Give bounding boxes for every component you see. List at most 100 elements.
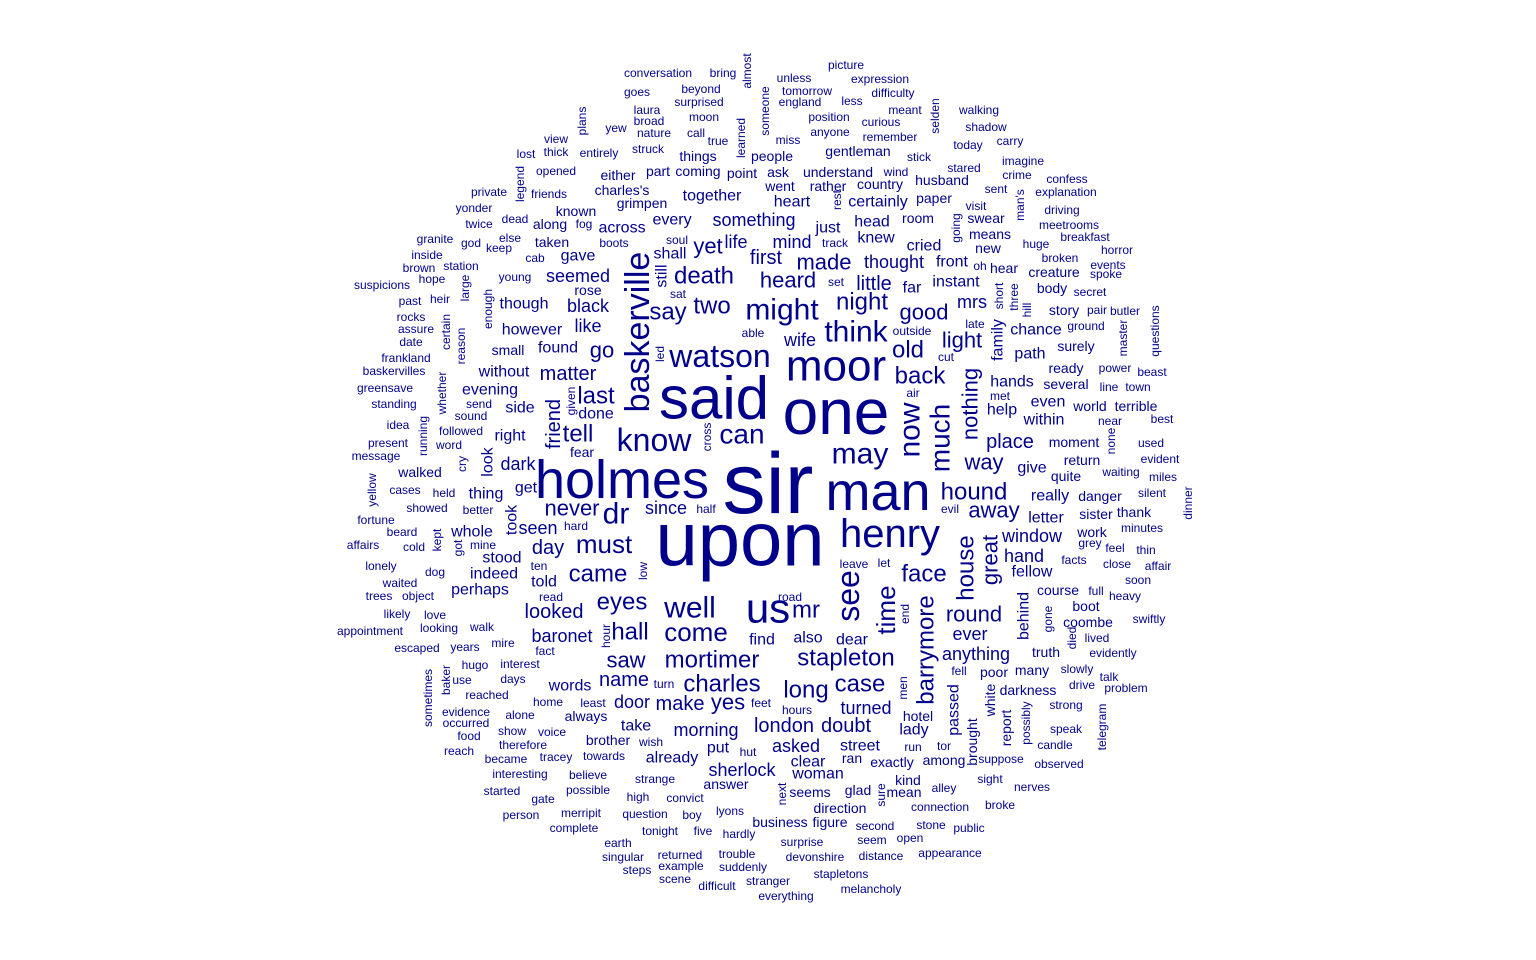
cloud-word: food [457,729,480,743]
cloud-word: course [1037,582,1079,598]
cloud-word: dr [603,498,630,531]
cloud-word: baronet [531,626,592,646]
cloud-word: sight [977,772,1003,786]
cloud-word: strong [1049,698,1082,712]
cloud-word: can [719,419,764,450]
cloud-word: still [654,264,671,287]
cloud-word: woman [791,766,844,783]
cloud-word: indeed [470,566,518,583]
cloud-word: point [727,165,757,181]
cloud-word: made [796,250,851,275]
cloud-word: miss [776,133,801,147]
cloud-word: run [904,740,921,754]
cloud-word: escaped [394,641,439,655]
cloud-word: occurred [443,716,490,730]
cloud-word: asked [772,736,820,756]
cloud-word: lyons [716,804,744,818]
cloud-word: confess [1046,172,1087,186]
cloud-word: always [565,708,608,724]
cloud-word: also [793,630,822,647]
cloud-word: given [564,387,578,416]
cloud-word: just [815,220,841,237]
cloud-word: heart [774,194,811,211]
cloud-word: started [484,784,521,798]
cloud-word: led [653,346,667,362]
cloud-word: poor [980,664,1008,680]
cloud-word: remember [863,130,918,144]
cloud-word: seem [857,833,886,847]
cloud-word: looked [525,601,584,623]
cloud-word: terrible [1115,398,1158,414]
cloud-word: life [724,232,747,252]
cloud-word: moon [689,110,719,124]
cloud-word: story [1049,302,1079,318]
cloud-word: broad [634,114,665,128]
cloud-word: lost [517,147,536,161]
cloud-word: dog [425,565,445,579]
cloud-word: tonight [642,824,679,838]
cloud-word: street [840,738,881,755]
cloud-word: waited [382,576,418,590]
cloud-word: right [494,428,526,445]
cloud-word: well [663,592,716,625]
cloud-word: beard [387,525,418,539]
cloud-word: charles's [595,182,650,198]
cloud-word: convict [666,791,704,805]
cloud-word: let [878,556,891,570]
cloud-word: view [544,132,568,146]
cloud-word: death [674,263,734,290]
cloud-word: fog [576,217,593,231]
cloud-word: high [627,790,650,804]
cloud-word: showed [406,501,447,515]
cloud-word: tell [563,421,594,448]
cloud-word: today [953,138,982,152]
cloud-word: person [503,808,540,822]
cloud-word: town [1125,380,1150,394]
cloud-word: alone [505,708,535,722]
cloud-word: running [416,416,430,456]
cloud-word: beast [1137,365,1167,379]
cloud-word: silent [1138,486,1167,500]
cloud-word: grey [1078,536,1101,550]
cloud-word: report [998,710,1014,747]
cloud-word: least [580,696,606,710]
cloud-word: idea [387,418,410,432]
cloud-word: short [992,282,1006,309]
cloud-word: perhaps [451,582,509,599]
cloud-word: plans [575,107,589,136]
cloud-word: opened [536,164,576,178]
cloud-word: surely [1057,338,1094,354]
cloud-word: hardly [723,827,756,841]
cloud-word: sat [670,287,687,301]
cloud-word: eyes [597,589,648,616]
cloud-word: words [548,678,592,695]
cloud-word: oh [973,259,986,273]
cloud-word: miles [1149,470,1177,484]
cloud-word: looking [420,621,458,635]
cloud-word: walking [958,103,999,117]
cloud-word: swear [967,210,1005,226]
cloud-word: object [402,589,435,603]
cloud-word: close [1103,557,1131,571]
cloud-word: melancholy [841,882,902,896]
cloud-word: met [990,389,1011,403]
cloud-word: young [499,270,532,284]
cloud-word: cry [455,456,469,472]
cloud-word: beyond [681,82,720,96]
cloud-word: curious [862,115,901,129]
cloud-word: ran [842,750,862,766]
cloud-word: telegram [1095,704,1109,751]
cloud-word: must [576,529,633,559]
cloud-word: boot [1072,598,1099,614]
cloud-word: since [645,498,687,518]
cloud-word: new [975,240,1002,256]
cloud-word: danger [1078,488,1122,504]
cloud-word: mine [470,538,496,552]
cloud-word: followed [439,424,483,438]
cloud-word: feel [1105,541,1124,555]
cloud-word: dear [836,632,869,649]
cloud-word: station [443,259,478,273]
cloud-word: hotel [903,708,933,724]
cloud-word: suddenly [719,860,767,874]
